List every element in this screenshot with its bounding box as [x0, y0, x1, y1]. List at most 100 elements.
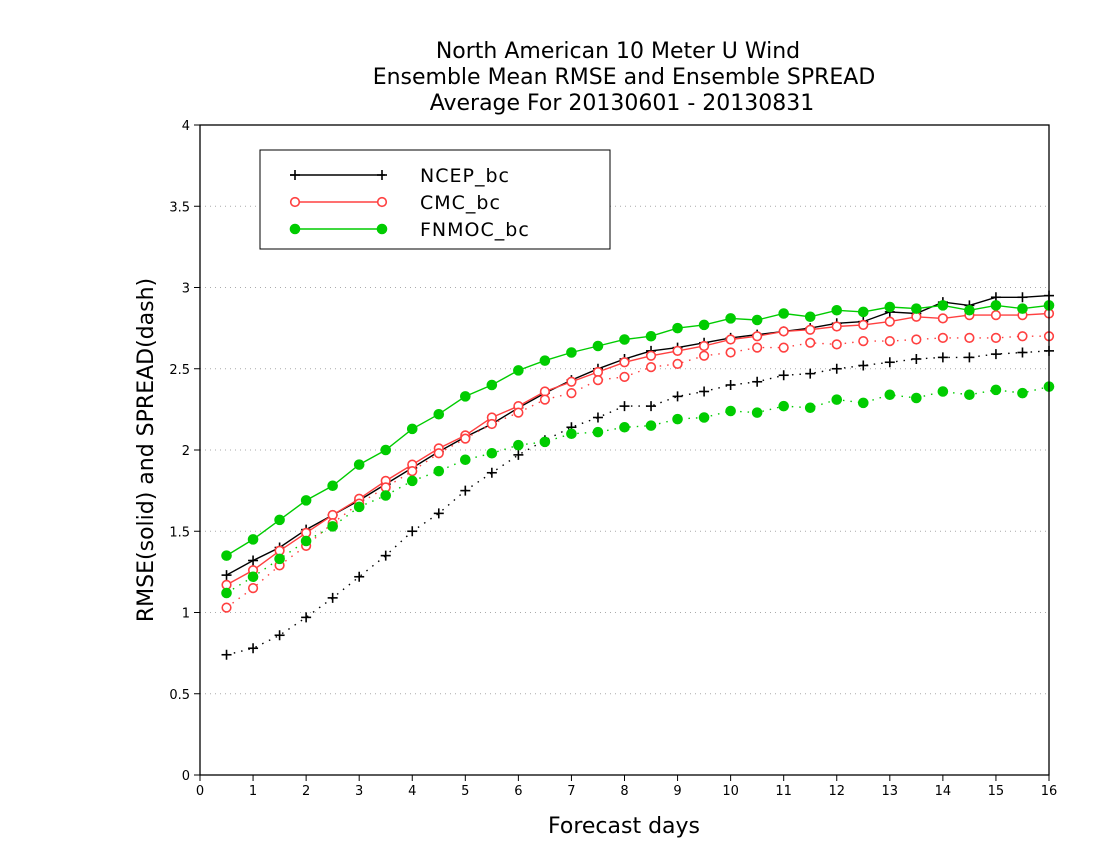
data-point-ncep-bc-spread	[327, 592, 338, 603]
data-point-fnmoc-bc-spread	[964, 389, 975, 401]
data-point-cmc-bc-spread	[539, 394, 551, 405]
data-point-fnmoc-bc-rmse	[937, 300, 949, 311]
data-point-cmc-bc-spread	[407, 466, 418, 477]
data-point-cmc-bc-spread	[513, 407, 524, 418]
data-point-fnmoc-bc-rmse	[486, 379, 498, 391]
data-point-cmc-bc-spread	[805, 337, 816, 348]
series-cmc-bc-spread	[221, 331, 1055, 613]
data-point-ncep-bc-spread	[513, 449, 524, 460]
data-point-cmc-bc-spread	[566, 388, 577, 399]
data-point-cmc-bc-rmse	[592, 366, 604, 378]
data-point-cmc-bc-rmse	[752, 331, 763, 342]
series-fnmoc-bc-rmse	[221, 300, 1055, 561]
data-point-fnmoc-bc-rmse	[619, 334, 630, 345]
data-point-ncep-bc-spread	[699, 386, 710, 397]
data-point-fnmoc-bc-rmse	[353, 459, 365, 470]
x-axis-label: Forecast days	[548, 814, 700, 839]
data-point-fnmoc-bc-spread	[778, 400, 789, 412]
data-point-cmc-bc-spread	[937, 332, 948, 343]
data-point-fnmoc-bc-rmse	[725, 313, 736, 324]
legend-marker	[290, 170, 300, 180]
data-point-ncep-bc-rmse	[248, 555, 259, 566]
data-point-fnmoc-bc-spread	[1017, 387, 1028, 399]
data-point-cmc-bc-rmse	[672, 345, 683, 356]
data-point-cmc-bc-spread	[964, 332, 975, 343]
y-axis-ticks: 0 0.5 1 1.5 2 2.5 3 3.5 4	[169, 119, 200, 784]
data-point-cmc-bc-spread	[698, 350, 710, 361]
data-point-fnmoc-bc-spread	[592, 426, 604, 438]
data-point-fnmoc-bc-spread	[911, 392, 922, 404]
data-point-cmc-bc-spread	[221, 602, 232, 613]
data-point-fnmoc-bc-rmse	[1017, 303, 1028, 314]
data-point-fnmoc-bc-spread	[380, 490, 392, 501]
data-point-fnmoc-bc-rmse	[433, 408, 445, 420]
data-point-cmc-bc-spread	[433, 448, 444, 459]
legend: NCEP_bc CMC_bc FNMOC_bc	[259, 149, 611, 250]
y-tick-label: 0	[182, 769, 190, 784]
series-line-cmc-bc-rmse	[226, 312, 1050, 586]
data-point-fnmoc-bc-spread	[804, 402, 816, 414]
data-point-fnmoc-bc-rmse	[566, 347, 577, 358]
data-point-ncep-bc-spread	[301, 612, 312, 623]
x-tick-label: 8	[620, 784, 628, 799]
x-tick-label: 10	[722, 784, 739, 799]
grid-lines	[200, 205, 1049, 695]
data-point-ncep-bc-spread	[964, 352, 975, 363]
data-point-fnmoc-bc-rmse	[672, 322, 683, 334]
data-point-fnmoc-bc-rmse	[911, 303, 922, 314]
data-point-fnmoc-bc-spread	[300, 535, 312, 547]
data-point-fnmoc-bc-spread	[486, 447, 498, 459]
series-ncep-bc-rmse	[221, 290, 1054, 581]
data-point-fnmoc-bc-rmse	[645, 330, 657, 342]
data-point-cmc-bc-rmse	[725, 334, 736, 345]
data-point-fnmoc-bc-spread	[990, 384, 1002, 396]
series-line-cmc-bc-spread	[226, 335, 1049, 609]
data-point-ncep-bc-spread	[354, 571, 365, 582]
data-point-cmc-bc-spread	[619, 371, 630, 382]
x-tick-label: 3	[355, 784, 363, 799]
data-point-fnmoc-bc-rmse	[406, 423, 418, 435]
data-point-fnmoc-bc-spread	[353, 501, 365, 513]
chart-title: North American 10 Meter U Wind Ensemble …	[373, 39, 876, 116]
data-point-fnmoc-bc-spread	[751, 407, 763, 418]
y-tick-label: 2	[182, 444, 190, 459]
x-tick-label: 12	[828, 784, 845, 799]
title-line-2: Ensemble Mean RMSE and Ensemble SPREAD	[373, 65, 876, 90]
data-point-ncep-bc-spread	[858, 360, 869, 371]
data-point-cmc-bc-rmse	[884, 316, 895, 327]
data-point-fnmoc-bc-spread	[460, 454, 471, 466]
data-point-cmc-bc-spread	[911, 334, 922, 345]
data-point-fnmoc-bc-rmse	[327, 480, 338, 492]
data-point-fnmoc-bc-rmse	[990, 300, 1002, 311]
x-tick-label: 16	[1041, 784, 1058, 799]
data-point-ncep-bc-spread	[407, 526, 418, 537]
data-point-cmc-bc-rmse	[990, 310, 1002, 321]
x-tick-label: 2	[302, 784, 310, 799]
legend-item-cmc-bc: CMC_bc	[289, 192, 500, 214]
x-tick-label: 7	[567, 784, 575, 799]
data-point-ncep-bc-spread	[619, 401, 630, 412]
data-point-fnmoc-bc-rmse	[964, 304, 975, 316]
data-point-cmc-bc-spread	[592, 375, 604, 386]
data-point-cmc-bc-spread	[486, 418, 497, 430]
data-point-fnmoc-bc-spread	[327, 521, 338, 532]
data-point-cmc-bc-spread	[778, 342, 789, 353]
x-tick-label: 4	[408, 784, 416, 799]
legend-marker	[377, 170, 387, 180]
data-point-fnmoc-bc-spread	[937, 386, 949, 397]
data-point-ncep-bc-spread	[274, 630, 285, 641]
legend-marker	[289, 196, 301, 208]
x-tick-label: 9	[673, 784, 681, 799]
title-line-3: Average For 20130601 - 20130831	[430, 91, 815, 116]
data-point-ncep-bc-spread	[460, 485, 471, 496]
x-tick-label: 1	[249, 784, 257, 799]
data-point-fnmoc-bc-rmse	[300, 495, 312, 506]
data-point-fnmoc-bc-spread	[884, 389, 896, 401]
data-point-cmc-bc-spread	[858, 336, 869, 347]
series-fnmoc-bc-spread	[221, 381, 1055, 599]
data-point-ncep-bc-spread	[805, 368, 816, 379]
data-point-cmc-bc-rmse	[539, 386, 551, 397]
data-point-fnmoc-bc-spread	[513, 439, 524, 451]
series-ncep-bc-spread	[221, 345, 1054, 660]
